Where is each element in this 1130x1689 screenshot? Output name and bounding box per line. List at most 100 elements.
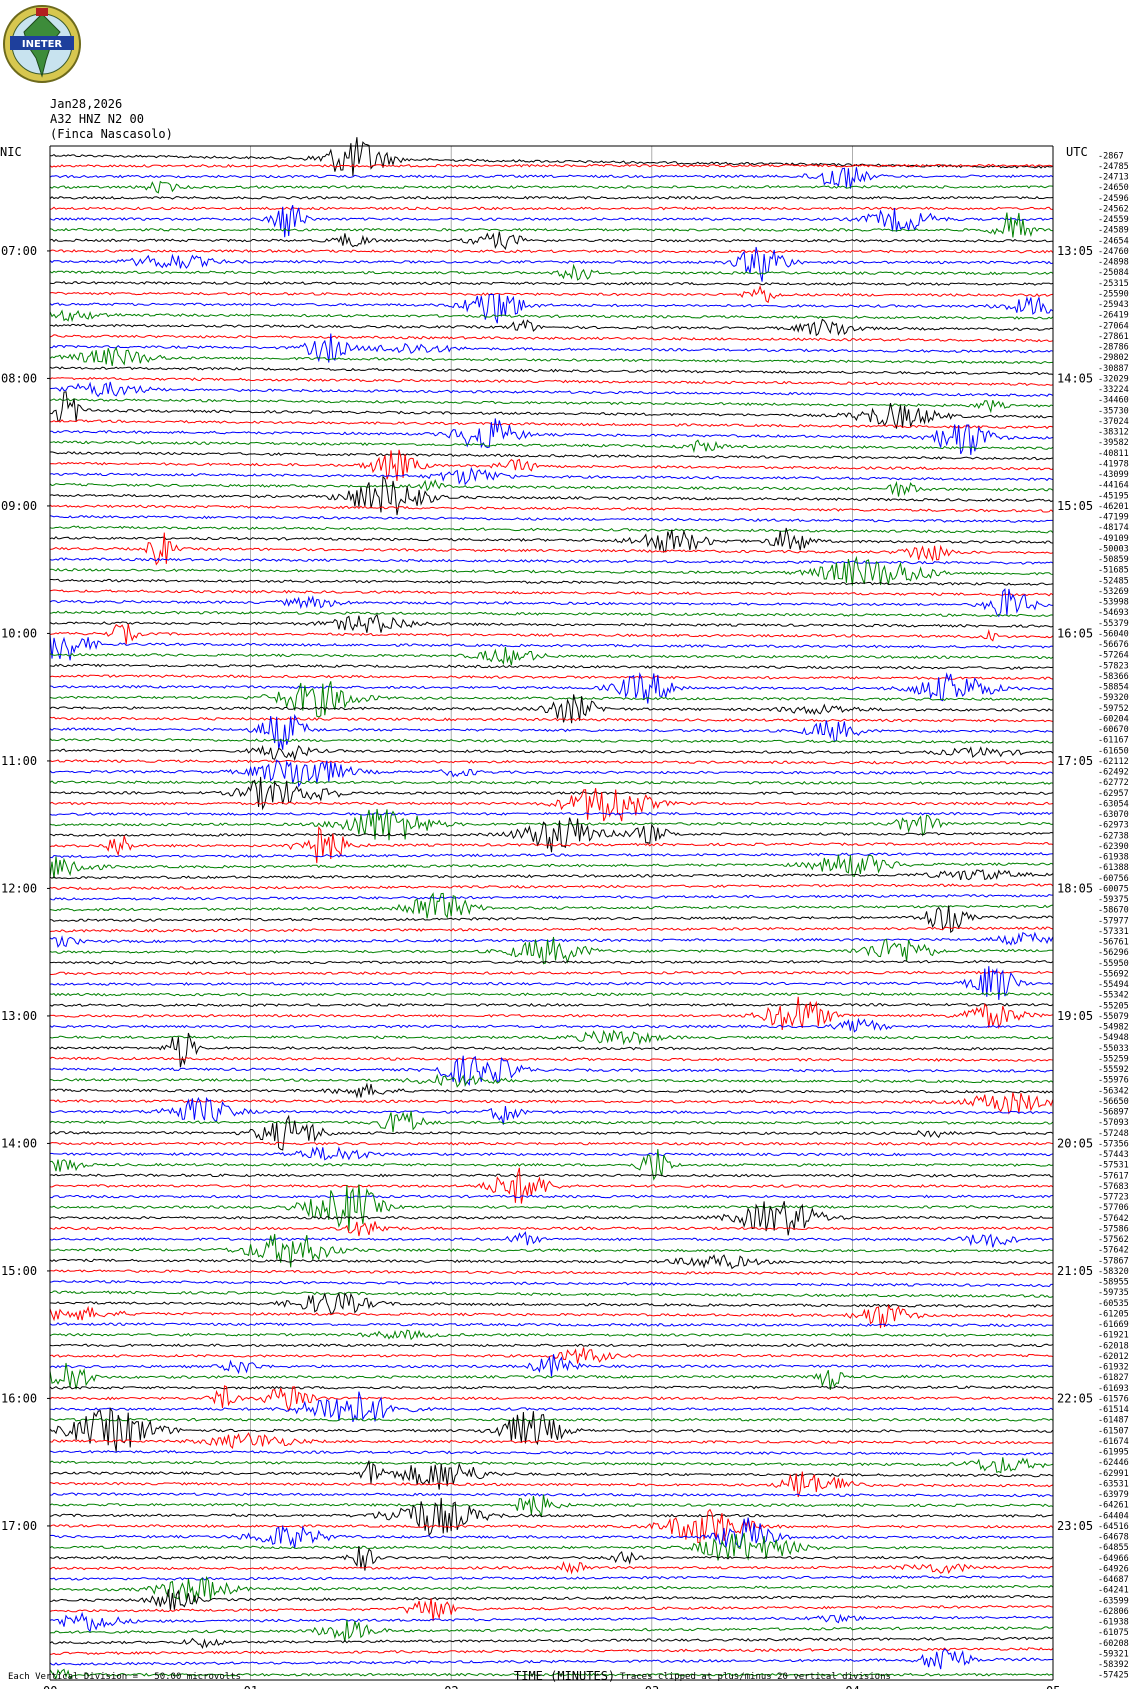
trace-offset-label: -34460 xyxy=(1098,396,1129,406)
timezone-right-label: UTC xyxy=(1066,145,1088,159)
trace-offset-label: -59320 xyxy=(1098,693,1129,703)
trace-offset-label: -56761 xyxy=(1098,938,1129,948)
trace-offset-label: -63979 xyxy=(1098,1490,1129,1500)
seismic-trace xyxy=(49,1002,1054,1008)
trace-offset-label: -62957 xyxy=(1098,789,1129,799)
seismic-trace xyxy=(49,527,1054,553)
seismic-trace xyxy=(49,1279,1053,1288)
trace-offset-label: -61205 xyxy=(1098,1309,1129,1319)
trace-offset-label: -57706 xyxy=(1098,1203,1129,1213)
right-hour-label: 13:05 xyxy=(1057,244,1093,258)
left-hour-label: 13:00 xyxy=(1,1009,37,1023)
trace-offset-label: -63531 xyxy=(1098,1479,1129,1489)
seismic-trace xyxy=(49,1233,1054,1268)
seismic-trace xyxy=(49,1668,1054,1680)
seismic-trace xyxy=(49,504,1054,513)
trace-offset-label: -59752 xyxy=(1098,704,1129,714)
seismic-trace xyxy=(49,1029,1054,1046)
trace-offset-label: -61674 xyxy=(1098,1437,1129,1447)
seismic-trace xyxy=(49,1149,1054,1181)
left-hour-label: 08:00 xyxy=(1,371,37,385)
seismic-trace xyxy=(49,1114,1054,1151)
station-location: (Finca Nascasolo) xyxy=(50,127,173,141)
seismic-trace xyxy=(49,1141,1054,1146)
seismic-trace xyxy=(49,398,1054,414)
trace-offset-label: -57642 xyxy=(1098,1246,1129,1256)
trace-offset-label: -58955 xyxy=(1098,1278,1129,1288)
left-hour-label: 10:00 xyxy=(1,626,37,640)
trace-offset-label: -49109 xyxy=(1098,534,1129,544)
x-tick-label: 05 xyxy=(1046,1684,1060,1689)
seismic-trace xyxy=(49,346,1054,366)
trace-offset-label: -59321 xyxy=(1098,1649,1129,1659)
seismic-trace xyxy=(49,1471,1054,1498)
trace-offset-label: -57617 xyxy=(1098,1171,1129,1181)
seismic-trace xyxy=(49,309,1054,323)
seismic-trace xyxy=(49,854,1054,879)
seismic-trace xyxy=(49,246,1054,282)
trace-offset-label: -54693 xyxy=(1098,608,1129,618)
seismic-trace xyxy=(49,167,1054,189)
seismic-trace xyxy=(49,1221,1054,1237)
seismic-trace xyxy=(50,439,1054,454)
trace-offset-label: -44164 xyxy=(1098,481,1129,491)
seismic-trace xyxy=(49,466,1054,486)
trace-offset-label: -63054 xyxy=(1098,799,1129,809)
right-hour-label: 23:05 xyxy=(1057,1519,1093,1533)
trace-offset-label: -24562 xyxy=(1098,204,1129,214)
trace-offset-label: -38312 xyxy=(1098,428,1129,438)
trace-offset-label: -64241 xyxy=(1098,1586,1129,1596)
trace-offset-label: -62738 xyxy=(1098,831,1129,841)
trace-offset-label: -25084 xyxy=(1098,268,1129,278)
seismic-trace xyxy=(49,1494,1054,1517)
seismic-trace xyxy=(49,1055,1054,1087)
right-hour-label: 15:05 xyxy=(1057,499,1093,513)
trace-offset-label: -63599 xyxy=(1098,1596,1129,1606)
seismic-trace xyxy=(49,1589,1054,1610)
ineter-logo: INETER xyxy=(3,5,81,83)
trace-offset-label: -61388 xyxy=(1098,863,1129,873)
seismic-trace xyxy=(49,1032,1053,1068)
seismic-trace xyxy=(49,681,1054,718)
seismic-trace xyxy=(50,996,1054,1030)
trace-offset-label: -46201 xyxy=(1098,502,1129,512)
left-hour-label: 17:00 xyxy=(1,1519,37,1533)
trace-offset-label: -56897 xyxy=(1098,1108,1129,1118)
seismic-trace xyxy=(49,966,1054,1000)
trace-offset-label: -59735 xyxy=(1098,1288,1129,1298)
seismic-trace xyxy=(49,478,1054,497)
seismic-trace xyxy=(49,1619,1054,1642)
trace-offset-label: -64404 xyxy=(1098,1511,1129,1521)
trace-offset-label: -61932 xyxy=(1098,1363,1129,1373)
seismic-trace xyxy=(49,852,1054,859)
trace-offset-label: -61938 xyxy=(1098,853,1129,863)
trace-offset-label: -45195 xyxy=(1098,491,1129,501)
seismic-trace xyxy=(49,1575,1054,1603)
right-hour-labels: 13:05 14:05 15:05 16:05 17:05 18:05 19:05 20:05… xyxy=(1057,244,1093,1533)
seismic-trace xyxy=(49,1167,1054,1204)
trace-offset-label: -50859 xyxy=(1098,555,1129,565)
seismic-trace xyxy=(49,1096,1054,1125)
trace-offset-label: -62772 xyxy=(1098,778,1129,788)
seismic-trace xyxy=(49,1173,1053,1178)
seismic-trace xyxy=(49,1560,1054,1575)
trace-offset-label: -35730 xyxy=(1098,406,1129,416)
trace-offset-label: -57867 xyxy=(1098,1256,1129,1266)
trace-offset-label: -61669 xyxy=(1098,1320,1129,1330)
seismic-trace xyxy=(49,808,1054,841)
right-hour-label: 16:05 xyxy=(1057,626,1093,640)
seismic-trace xyxy=(49,525,1054,534)
trace-offset-label: -50003 xyxy=(1098,544,1129,554)
scale-note: Each Vertical Division = 50.00 microvolt… xyxy=(8,1672,241,1682)
trace-offset-label: -61938 xyxy=(1098,1618,1129,1628)
seismic-trace xyxy=(49,646,1054,666)
seismic-trace xyxy=(49,869,1054,881)
trace-offset-label: -62973 xyxy=(1098,821,1129,831)
trace-offset-label: -24713 xyxy=(1098,173,1129,183)
trace-offset-label: -57356 xyxy=(1098,1139,1129,1149)
left-hour-label: 12:00 xyxy=(1,881,37,895)
seismic-trace xyxy=(49,205,1054,238)
left-hour-label: 07:00 xyxy=(1,244,37,258)
trace-offset-label: -58670 xyxy=(1098,906,1129,916)
trace-offset-label: -55259 xyxy=(1098,1054,1129,1064)
